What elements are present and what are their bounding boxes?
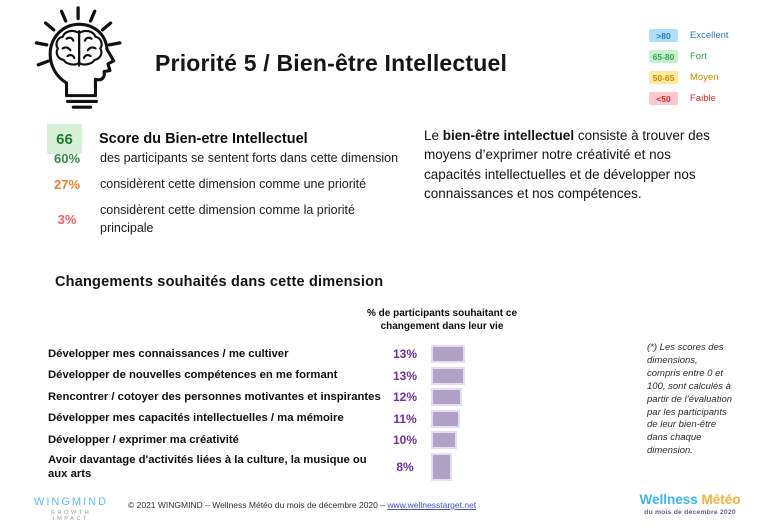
score-row: 66 Score du Bien-etre Intellectuel <box>47 124 308 154</box>
legend-item-excellent: >80 Excellent <box>649 29 729 42</box>
score-badge: 66 <box>47 124 82 154</box>
legend-label: Moyen <box>690 72 719 83</box>
chart-bar-cell <box>431 409 460 428</box>
legend-range-badge: <50 <box>649 92 678 105</box>
brand-word-meteo: Météo <box>701 492 741 507</box>
brain-idea-icon <box>28 6 134 112</box>
chart-bar-cell <box>431 345 465 363</box>
legend-range-badge: 50-65 <box>649 71 678 84</box>
chart-bar <box>431 452 452 481</box>
stat-row-forts: 60% des participants se sentent forts da… <box>47 149 419 167</box>
chart-bar <box>431 388 462 406</box>
chart-bar-cell <box>431 431 457 449</box>
legend-item-moyen: 50-65 Moyen <box>649 71 729 84</box>
legend-label: Fort <box>690 51 707 62</box>
stat-text: considèrent cette dimension comme la pri… <box>100 203 355 236</box>
score-label: Score du Bien-etre Intellectuel <box>99 131 308 147</box>
stat-row-priorite: 27% considèrent cette dimension comme un… <box>47 175 419 193</box>
copyright-text: © 2021 WINGMIND – Wellness Météo du mois… <box>128 500 388 510</box>
legend-item-fort: 65-80 Fort <box>649 50 729 63</box>
chart-row: Avoir davantage d'activités liées à la c… <box>48 452 708 481</box>
stat-text: considèrent cette dimension comme une pr… <box>100 177 367 192</box>
chart-category-label: Développer mes connaissances / me cultiv… <box>48 347 289 360</box>
legend-range-badge: 65-80 <box>649 50 678 63</box>
chart-row: Développer mes connaissances / me cultiv… <box>48 345 708 363</box>
chart-value-label: 12% <box>392 390 418 404</box>
chart-bar <box>431 366 465 385</box>
chart-category-label: Développer / exprimer ma créativité <box>48 433 239 446</box>
copyright-line: © 2021 WINGMIND – Wellness Météo du mois… <box>128 500 476 510</box>
chart-value-label: 8% <box>396 459 414 474</box>
wingmind-logo: WINGMIND GROWTH IMPACT <box>31 496 111 522</box>
description-rest: consiste à trouver des moyens d’exprimer… <box>424 128 710 201</box>
chart-value-label: 10% <box>392 433 418 447</box>
chart-category-label: Avoir davantage d'activités liées à la c… <box>48 453 367 480</box>
wellness-meteo-logo: Wellness Météo du mois de décembre 2020 <box>634 492 746 516</box>
wingmind-logo-title: WINGMIND <box>33 496 109 508</box>
changes-section-title: Changements souhaités dans cette dimensi… <box>55 274 384 290</box>
participation-stats: 60% des participants se sentent forts da… <box>47 149 419 246</box>
chart-row: Développer de nouvelles compétences en m… <box>48 366 708 385</box>
chart-value-label: 13% <box>392 368 418 383</box>
brain-idea-icon-svg <box>34 6 122 109</box>
chart-bar <box>431 431 457 449</box>
description-bold-term: bien-être intellectuel <box>442 128 575 143</box>
description-prefix: Le <box>424 128 443 143</box>
chart-category-label: Développer de nouvelles compétences en m… <box>48 369 338 382</box>
chart-bar <box>431 345 465 363</box>
wellnesstarget-link[interactable]: www.wellnesstarget.net <box>387 500 477 510</box>
chart-value-label: 13% <box>392 347 418 361</box>
legend-label: Faible <box>690 93 716 104</box>
stat-text: des participants se sentent forts dans c… <box>100 151 399 165</box>
chart-row: Développer mes capacités intellectuelles… <box>48 409 708 428</box>
wellness-meteo-wordmark: Wellness Météo <box>634 492 746 507</box>
chart-bar-cell <box>431 366 465 385</box>
brand-word-wellness: Wellness <box>639 492 698 507</box>
legend-range-badge: >80 <box>649 29 678 42</box>
chart-value-label: 11% <box>393 411 417 426</box>
chart-bar-cell <box>431 452 452 481</box>
legend-label: Excellent <box>690 30 729 41</box>
stat-row-priorite-principale: 3% considèrent cette dimension comme la … <box>47 201 419 237</box>
stat-value: 27% <box>53 176 81 192</box>
page-title: Priorité 5 / Bien-être Intellectuel <box>155 50 508 76</box>
chart-category-label: Développer mes capacités intellectuelles… <box>48 412 344 425</box>
score-legend: >80 Excellent 65-80 Fort 50-65 Moyen <50… <box>649 29 729 113</box>
chart-row: Rencontrer / cotoyer des personnes motiv… <box>48 388 708 406</box>
chart-bar <box>431 409 460 428</box>
brand-subtitle: du mois de décembre 2020 <box>644 509 736 516</box>
changes-bar-chart: Développer mes connaissances / me cultiv… <box>48 345 708 484</box>
legend-item-faible: <50 Faible <box>649 92 729 105</box>
chart-row: Développer / exprimer ma créativité 10% <box>48 431 708 449</box>
wingmind-logo-subtitle: GROWTH IMPACT <box>50 510 92 522</box>
chart-bar-cell <box>431 388 462 406</box>
stat-value: 3% <box>57 211 77 227</box>
stat-value: 60% <box>53 150 81 166</box>
chart-category-label: Rencontrer / cotoyer des personnes motiv… <box>48 390 381 403</box>
chart-column-header: % de participants souhaitant ce changeme… <box>366 308 518 333</box>
scores-footnote: (*) Les scores des dimensions, compris e… <box>647 342 733 457</box>
dimension-description: Le bien-être intellectuel consiste à tro… <box>424 126 718 203</box>
